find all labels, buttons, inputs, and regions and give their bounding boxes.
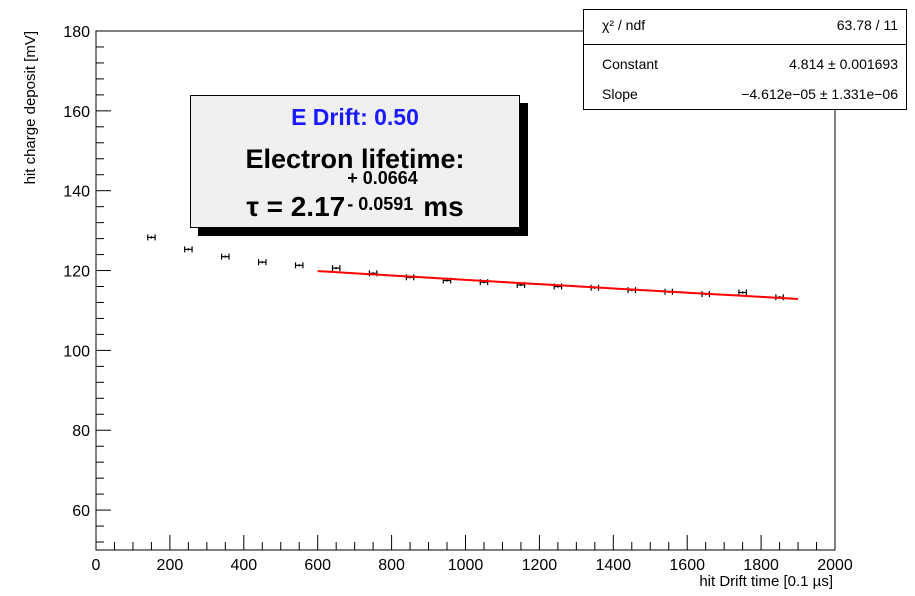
stats-row-constant: Constant 4.814 ± 0.001693 xyxy=(584,49,906,79)
stats-row-chi2: χ² / ndf 63.78 / 11 xyxy=(584,10,906,40)
tau-value: τ = 2.17 xyxy=(246,191,346,222)
stats-divider xyxy=(584,44,906,45)
x-tick-label: 400 xyxy=(230,557,257,574)
tau-errors: + 0.0664 - 0.0591 xyxy=(345,168,418,216)
y-tick-label: 140 xyxy=(63,184,90,201)
data-point xyxy=(221,253,230,260)
x-axis-ticks xyxy=(95,535,836,550)
tau-error-down: - 0.0591 xyxy=(347,194,414,214)
e-drift-title: E Drift: 0.50 xyxy=(291,104,419,130)
x-tick-label: 1200 xyxy=(522,557,558,574)
x-axis-title: hit Drift time [0.1 µs] xyxy=(699,573,833,590)
stats-label: Slope xyxy=(602,86,638,102)
x-tick-label: 1000 xyxy=(448,557,484,574)
x-axis-tick-labels: 0 200 400 600 800 1000 1200 1400 1600 1800 2000 xyxy=(92,557,853,574)
stats-value: −4.612e−05 ± 1.331e−06 xyxy=(741,86,898,102)
x-tick-label: 1800 xyxy=(743,557,779,574)
y-axis-title: hit charge deposit [mV] xyxy=(22,31,39,184)
y-tick-label: 100 xyxy=(63,343,90,360)
y-tick-label: 80 xyxy=(72,423,90,440)
data-points xyxy=(147,234,784,301)
y-tick-label: 120 xyxy=(63,264,90,281)
data-point xyxy=(331,265,341,272)
lifetime-heading: Electron lifetime: xyxy=(245,144,465,174)
tau-expression: τ = 2.17 + 0.0664 - 0.0591 ms xyxy=(246,168,464,223)
stats-label: Constant xyxy=(602,56,659,72)
x-tick-label: 800 xyxy=(378,557,405,574)
x-tick-label: 2000 xyxy=(817,557,853,574)
x-tick-label: 1600 xyxy=(669,557,705,574)
y-axis-ticks xyxy=(96,30,111,543)
stats-label: χ² / ndf xyxy=(602,17,646,33)
y-axis-tick-labels: 60 80 100 120 140 160 180 xyxy=(63,24,90,520)
data-point xyxy=(147,234,156,241)
y-tick-label: 160 xyxy=(63,104,90,121)
tau-line: τ = 2.17 + 0.0664 - 0.0591 ms xyxy=(191,168,519,224)
data-point xyxy=(738,289,747,296)
data-point xyxy=(184,246,193,253)
x-tick-label: 1400 xyxy=(596,557,632,574)
stats-row-slope: Slope −4.612e−05 ± 1.331e−06 xyxy=(584,79,906,109)
x-tick-label: 200 xyxy=(157,557,184,574)
tau-unit: ms xyxy=(423,191,464,222)
stats-value: 63.78 / 11 xyxy=(836,17,898,33)
x-tick-label: 0 xyxy=(92,557,101,574)
y-tick-label: 60 xyxy=(72,503,90,520)
stats-value: 4.814 ± 0.001693 xyxy=(789,56,898,72)
x-tick-label: 600 xyxy=(304,557,331,574)
data-point xyxy=(294,262,304,269)
data-point xyxy=(257,259,267,266)
lifetime-box: E Drift: 0.50 Electron lifetime: τ = 2.1… xyxy=(190,95,520,228)
tau-error-up: + 0.0664 xyxy=(347,168,418,188)
fit-stats-box: χ² / ndf 63.78 / 11 Constant 4.814 ± 0.0… xyxy=(583,9,907,110)
fit-curve xyxy=(317,270,799,300)
y-tick-label: 180 xyxy=(63,24,90,41)
